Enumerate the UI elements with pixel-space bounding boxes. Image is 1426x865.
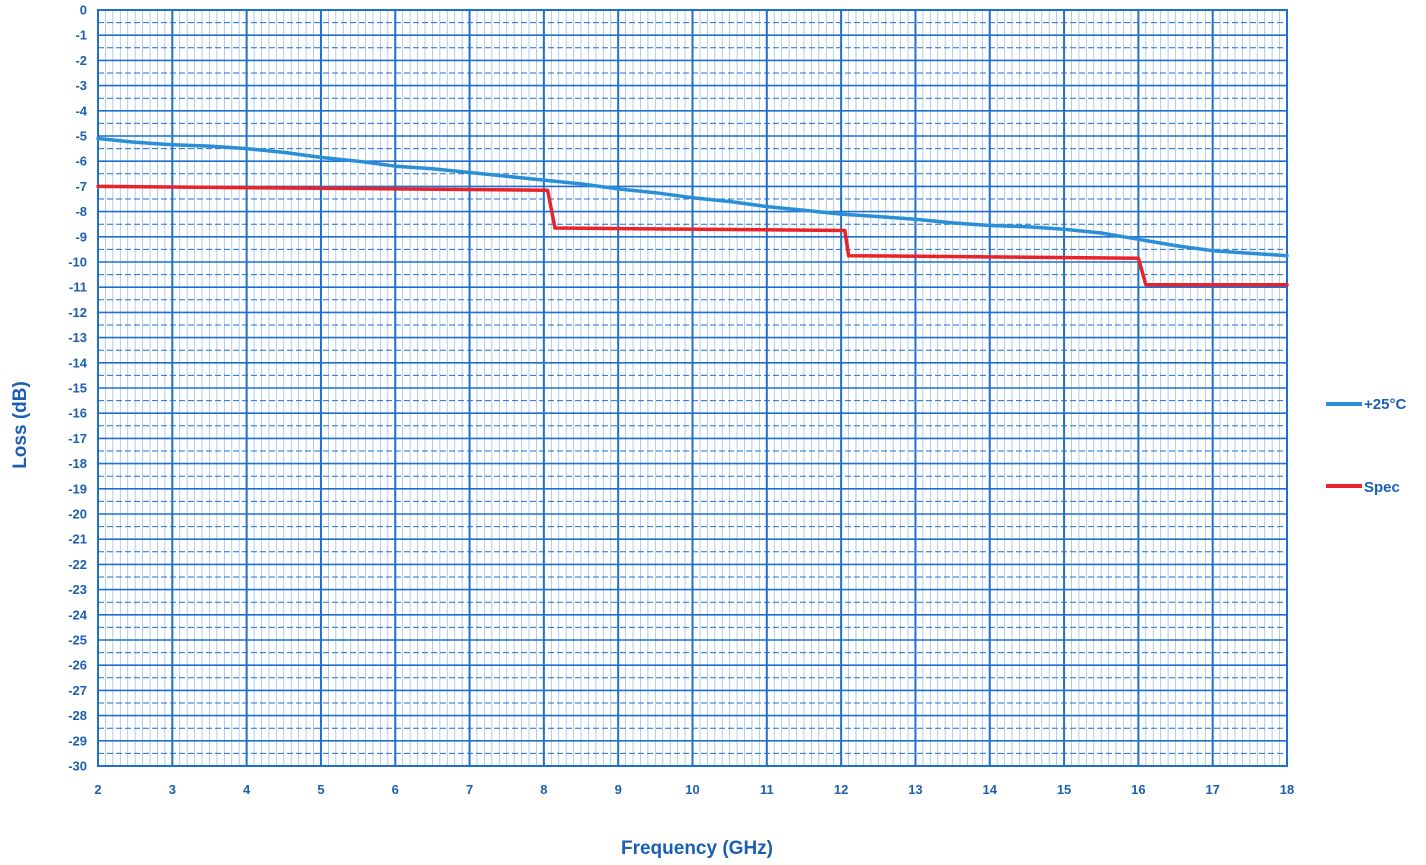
x-tick-label: 6 bbox=[392, 782, 399, 797]
y-tick-label: -9 bbox=[75, 229, 87, 244]
series-layer bbox=[96, 136, 1289, 287]
y-tick-label: -27 bbox=[68, 683, 87, 698]
y-tick-label: -4 bbox=[75, 103, 87, 118]
major-grid bbox=[97, 9, 1288, 767]
x-tick-label: 7 bbox=[466, 782, 473, 797]
x-tick-label: 14 bbox=[983, 782, 998, 797]
y-axis-title: Loss (dB) bbox=[10, 381, 31, 469]
y-tick-label: -12 bbox=[68, 305, 87, 320]
y-tick-label: -16 bbox=[68, 406, 87, 421]
y-tick-labels: 0 -1 -2 -3 -4 -5 -6 -7 -8 -9 -10 -11 -12 -13 -14 -15 -16… bbox=[68, 3, 88, 774]
legend: +25°C Spec bbox=[1326, 396, 1406, 496]
x-tick-label: 17 bbox=[1205, 782, 1219, 797]
x-tick-label: 5 bbox=[317, 782, 324, 797]
y-tick-label: -26 bbox=[68, 658, 87, 673]
y-tick-label: -10 bbox=[68, 255, 87, 270]
plot-frame bbox=[97, 9, 1288, 767]
y-tick-label: -7 bbox=[75, 179, 87, 194]
x-tick-label: 16 bbox=[1131, 782, 1145, 797]
y-tick-label: -19 bbox=[68, 481, 87, 496]
series-line-spec bbox=[96, 184, 1289, 287]
y-tick-label: -13 bbox=[68, 330, 87, 345]
legend-label-spec: Spec bbox=[1364, 479, 1400, 496]
y-tick-label: -24 bbox=[68, 607, 88, 622]
x-tick-label: 4 bbox=[243, 782, 251, 797]
x-tick-label: 10 bbox=[685, 782, 699, 797]
x-tick-label: 13 bbox=[908, 782, 922, 797]
series-line-25c bbox=[96, 136, 1289, 258]
y-tick-label: 0 bbox=[80, 3, 87, 18]
y-tick-label: -14 bbox=[68, 355, 88, 370]
x-tick-label: 2 bbox=[94, 782, 101, 797]
y-tick-label: -5 bbox=[75, 129, 87, 144]
y-tick-label: -23 bbox=[68, 582, 87, 597]
y-tick-label: -22 bbox=[68, 557, 87, 572]
x-tick-label: 3 bbox=[169, 782, 176, 797]
y-tick-label: -20 bbox=[68, 507, 87, 522]
x-tick-label: 9 bbox=[615, 782, 622, 797]
y-tick-label: -8 bbox=[75, 204, 87, 219]
x-tick-label: 12 bbox=[834, 782, 848, 797]
y-tick-label: -1 bbox=[75, 28, 87, 43]
y-tick-label: -15 bbox=[68, 381, 87, 396]
legend-label-25c: +25°C bbox=[1364, 396, 1406, 413]
x-tick-label: 15 bbox=[1057, 782, 1071, 797]
x-tick-label: 8 bbox=[540, 782, 547, 797]
x-axis-title: Frequency (GHz) bbox=[621, 838, 773, 859]
y-tick-label: -11 bbox=[69, 280, 87, 295]
x-tick-labels: 2 3 4 5 6 7 8 9 10 11 12 13 14 15 16 17 18 bbox=[94, 782, 1294, 797]
x-tick-label: 11 bbox=[760, 782, 774, 797]
y-tick-label: -21 bbox=[68, 532, 87, 547]
x-tick-label: 18 bbox=[1280, 782, 1294, 797]
y-tick-label: -6 bbox=[75, 154, 87, 169]
y-tick-label: -29 bbox=[68, 733, 87, 748]
y-tick-label: -28 bbox=[68, 708, 87, 723]
y-tick-label: -30 bbox=[68, 759, 87, 774]
y-tick-label: -18 bbox=[68, 456, 87, 471]
y-tick-label: -2 bbox=[75, 53, 87, 68]
y-tick-label: -25 bbox=[68, 633, 87, 648]
y-tick-label: -3 bbox=[75, 78, 87, 93]
y-tick-label: -17 bbox=[68, 431, 87, 446]
